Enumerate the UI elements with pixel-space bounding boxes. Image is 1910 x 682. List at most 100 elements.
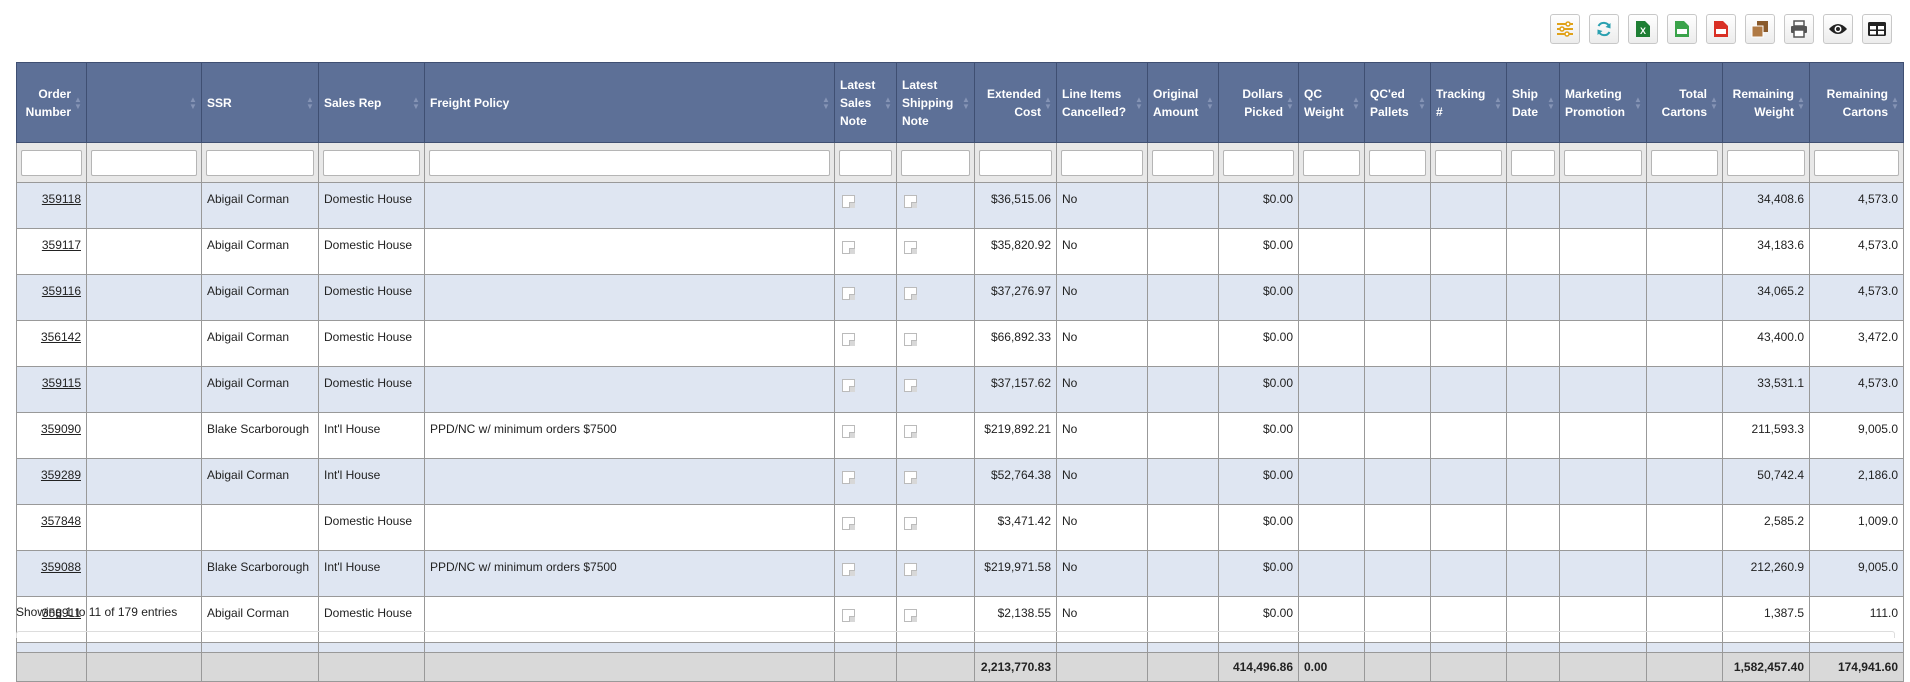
- sales-note-icon[interactable]: [842, 517, 855, 530]
- table-row[interactable]: 359116 Abigail Corman Domestic House $37,27…: [16, 274, 1904, 321]
- filter-cell: [1646, 142, 1723, 183]
- shipping-note-icon[interactable]: [904, 517, 917, 530]
- table-row[interactable]: 359088 Blake Scarborough Int'l House PPD/NC…: [16, 550, 1904, 597]
- filter-ssr[interactable]: [206, 149, 314, 176]
- col-header-latest-shipping-note[interactable]: Latest Shipping Note ▲ ▼: [896, 62, 975, 143]
- order-number-link[interactable]: 359289: [40, 468, 81, 482]
- col-header-qced-pallets[interactable]: QC'ed Pallets ▲ ▼: [1364, 62, 1431, 143]
- col-header-blank[interactable]: ▲ ▼: [86, 62, 202, 143]
- shipping-note-icon[interactable]: [904, 333, 917, 346]
- excel-export-button[interactable]: X: [1628, 14, 1658, 44]
- original-amount-cell: [1147, 320, 1219, 367]
- table-row[interactable]: 357848 Domestic House $3,471.42 No $0.00 2,58…: [16, 504, 1904, 551]
- order-number-link[interactable]: 359117: [41, 238, 81, 252]
- shipping-note-icon[interactable]: [904, 425, 917, 438]
- filter-qc-weight[interactable]: [1303, 149, 1360, 176]
- sales-note-icon[interactable]: [842, 379, 855, 392]
- col-header-dollars-picked[interactable]: Dollars Picked ▲ ▼: [1218, 62, 1299, 143]
- remaining-weight-cell: 212,260.9: [1722, 550, 1810, 597]
- order-number-link[interactable]: 359115: [41, 376, 81, 390]
- shipping-note-icon[interactable]: [904, 241, 917, 254]
- filter-marketing-promotion[interactable]: [1564, 149, 1642, 176]
- note-cell: [834, 182, 897, 229]
- print-button[interactable]: [1784, 14, 1814, 44]
- sort-icon: ▲ ▼: [74, 94, 82, 111]
- shipping-note-icon[interactable]: [904, 379, 917, 392]
- sales-note-icon[interactable]: [842, 609, 855, 622]
- filter-original-amount[interactable]: [1152, 149, 1214, 176]
- pdf-export-button[interactable]: [1706, 14, 1736, 44]
- filter-sales-rep[interactable]: [323, 149, 420, 176]
- extended-cost-cell: $52,764.38: [974, 458, 1057, 505]
- sales-note-icon[interactable]: [842, 471, 855, 484]
- column-visibility-button[interactable]: [1823, 14, 1853, 44]
- filter-blank[interactable]: [91, 149, 197, 176]
- col-header-total-cartons[interactable]: Total Cartons ▲ ▼: [1646, 62, 1723, 143]
- col-header-ship-date[interactable]: Ship Date ▲ ▼: [1506, 62, 1560, 143]
- order-number-link[interactable]: 357848: [40, 514, 81, 528]
- ssr-cell: Blake Scarborough: [201, 412, 319, 459]
- column-settings-button[interactable]: [1550, 14, 1580, 44]
- filter-line-items-cancelled[interactable]: [1061, 149, 1143, 176]
- order-number-cell: 359090: [16, 412, 87, 459]
- col-header-label: Dollars Picked: [1242, 86, 1283, 119]
- filter-ship-date[interactable]: [1511, 149, 1555, 176]
- table-row[interactable]: 359118 Abigail Corman Domestic House $36,51…: [16, 182, 1904, 229]
- table-row[interactable]: 356142 Abigail Corman Domestic House $66,89…: [16, 320, 1904, 367]
- filter-latest-shipping-note[interactable]: [901, 149, 970, 176]
- sales-note-icon[interactable]: [842, 425, 855, 438]
- order-number-link[interactable]: 358911: [41, 606, 81, 620]
- shipping-note-icon[interactable]: [904, 609, 917, 622]
- dollars-picked-cell: $0.00: [1218, 182, 1299, 229]
- table-row[interactable]: 359117 Abigail Corman Domestic House $35,82…: [16, 228, 1904, 275]
- col-header-ssr[interactable]: SSR ▲ ▼: [201, 62, 319, 143]
- order-number-link[interactable]: 359090: [40, 422, 81, 436]
- refresh-button[interactable]: [1589, 14, 1619, 44]
- filter-latest-sales-note[interactable]: [839, 149, 892, 176]
- marketing-promotion-cell: [1559, 458, 1647, 505]
- filter-order-number[interactable]: [21, 149, 82, 176]
- filter-qced-pallets[interactable]: [1369, 149, 1426, 176]
- table-row[interactable]: 359289 Abigail Corman Int'l House $52,764.3…: [16, 458, 1904, 505]
- sales-note-icon[interactable]: [842, 241, 855, 254]
- csv-export-button[interactable]: [1667, 14, 1697, 44]
- filter-remaining-weight[interactable]: [1727, 149, 1805, 176]
- sales-note-icon[interactable]: [842, 333, 855, 346]
- sales-note-icon[interactable]: [842, 563, 855, 576]
- table-row[interactable]: 359090 Blake Scarborough Int'l House PPD/NC…: [16, 412, 1904, 459]
- col-header-latest-sales-note[interactable]: Latest Sales Note ▲ ▼: [834, 62, 897, 143]
- col-header-remaining-weight[interactable]: Remaining Weight ▲ ▼: [1722, 62, 1810, 143]
- col-header-line-items-cancelled[interactable]: Line Items Cancelled? ▲ ▼: [1056, 62, 1148, 143]
- shipping-note-icon[interactable]: [904, 287, 917, 300]
- col-header-order-number[interactable]: Order Number ▲ ▼: [16, 62, 87, 143]
- filter-total-cartons[interactable]: [1651, 149, 1718, 176]
- column-settings-icon: [1557, 21, 1573, 37]
- table-row[interactable]: 359115 Abigail Corman Domestic House $37,15…: [16, 366, 1904, 413]
- filter-freight-policy[interactable]: [429, 149, 830, 176]
- col-header-freight-policy[interactable]: Freight Policy ▲ ▼: [424, 62, 835, 143]
- shipping-note-icon[interactable]: [904, 195, 917, 208]
- sales-note-icon[interactable]: [842, 195, 855, 208]
- col-header-marketing-promotion[interactable]: Marketing Promotion ▲ ▼: [1559, 62, 1647, 143]
- filter-dollars-picked[interactable]: [1223, 149, 1294, 176]
- sales-note-icon[interactable]: [842, 287, 855, 300]
- table-row-partial[interactable]: [16, 642, 1904, 653]
- col-header-extended-cost[interactable]: Extended Cost ▲ ▼: [974, 62, 1057, 143]
- order-number-link[interactable]: 359088: [40, 560, 81, 574]
- shipping-note-icon[interactable]: [904, 471, 917, 484]
- col-header-sales-rep[interactable]: Sales Rep ▲ ▼: [318, 62, 425, 143]
- filter-tracking[interactable]: [1435, 149, 1502, 176]
- col-header-original-amount[interactable]: Original Amount ▲ ▼: [1147, 62, 1219, 143]
- order-number-link[interactable]: 359118: [41, 192, 81, 206]
- shipping-note-icon[interactable]: [904, 563, 917, 576]
- filter-remaining-cartons[interactable]: [1814, 149, 1899, 176]
- order-number-link[interactable]: 359116: [41, 284, 81, 298]
- filter-extended-cost[interactable]: [979, 149, 1052, 176]
- table-layout-button[interactable]: [1862, 14, 1892, 44]
- order-number-link[interactable]: 356142: [40, 330, 81, 344]
- col-header-remaining-cartons[interactable]: Remaining Cartons ▲ ▼: [1809, 62, 1904, 143]
- table-row[interactable]: 358911 Abigail Corman Domestic House $2,138…: [16, 596, 1904, 643]
- col-header-qc-weight[interactable]: QC Weight ▲ ▼: [1298, 62, 1365, 143]
- col-header-tracking[interactable]: Tracking # ▲ ▼: [1430, 62, 1507, 143]
- copy-button[interactable]: [1745, 14, 1775, 44]
